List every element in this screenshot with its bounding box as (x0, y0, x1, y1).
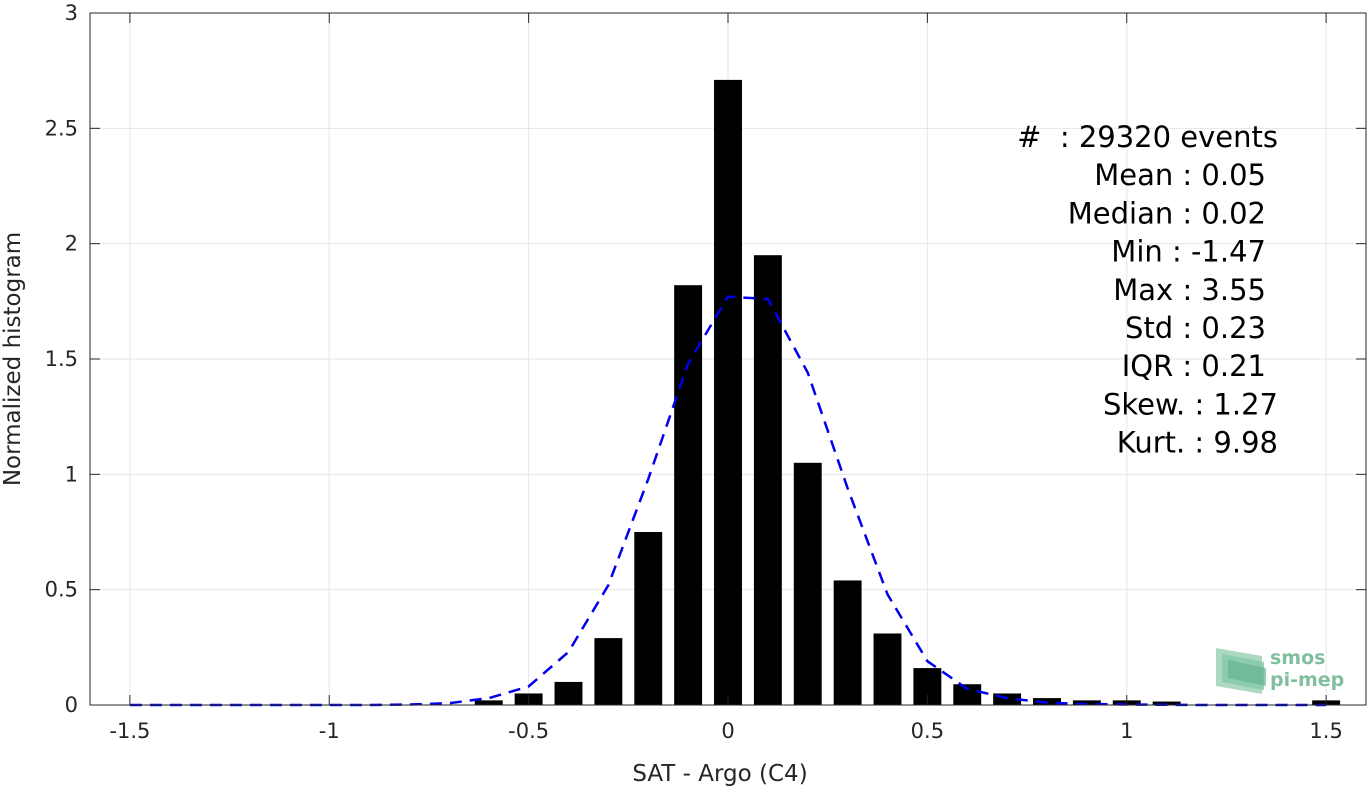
y-tick-label: 2.5 (45, 116, 78, 140)
histogram-bar (474, 700, 503, 705)
histogram-bar (1072, 700, 1101, 705)
stat-line: Median : 0.02 (1068, 196, 1266, 230)
histogram-bar (554, 681, 583, 705)
y-tick-label: 0 (65, 693, 78, 717)
x-tick-label: 1.5 (1309, 719, 1342, 743)
stat-line: Skew. : 1.27 (1103, 387, 1278, 421)
stat-line: Std : 0.23 (1125, 311, 1266, 345)
x-tick-label: 0.5 (911, 719, 944, 743)
stat-line: # : 29320 events (1017, 120, 1278, 154)
x-tick-label: 0 (721, 719, 734, 743)
x-tick-label: -0.5 (508, 719, 549, 743)
x-tick-label: -1.5 (109, 719, 150, 743)
histogram-bar (793, 462, 822, 705)
histogram-bar (674, 285, 703, 705)
stat-line: Mean : 0.05 (1094, 158, 1266, 192)
stat-line: Max : 3.55 (1113, 273, 1266, 307)
logo-line2: pi-mep (1270, 669, 1344, 691)
axis-ticks (90, 12, 1366, 706)
statistics-box: # : 29320 events Mean : 0.05 Median : 0.02… (1017, 120, 1278, 460)
y-axis-label: Normalized histogram (0, 232, 26, 486)
smos-pimep-logo: smos pi-mep (1216, 647, 1344, 694)
logo-line1: smos (1270, 647, 1325, 669)
y-tick-label: 3 (65, 1, 78, 25)
wave-logo-icon (1216, 648, 1266, 694)
stat-line: IQR : 0.21 (1122, 349, 1266, 383)
y-tick-label: 1 (65, 462, 78, 486)
histogram-bar (714, 79, 742, 706)
histogram-bar (594, 638, 623, 705)
histogram-bars (474, 79, 1341, 706)
x-axis-label: SAT - Argo (C4) (632, 761, 807, 787)
x-tick-labels: -1.5 -1 -0.5 0 0.5 1 1.5 (109, 719, 1342, 743)
stat-line: Kurt. : 9.98 (1117, 426, 1278, 460)
y-tick-labels: 0 0.5 1 1.5 2 2.5 3 (45, 1, 78, 717)
x-tick-label: -1 (319, 719, 340, 743)
histogram-bar (873, 633, 902, 705)
x-tick-label: 1 (1120, 719, 1133, 743)
histogram-bar (1152, 701, 1181, 705)
histogram-bar (753, 255, 782, 705)
y-tick-label: 1.5 (45, 347, 78, 371)
y-tick-label: 2 (65, 232, 78, 256)
stat-line: Min : -1.47 (1111, 235, 1266, 269)
histogram-bar (833, 580, 862, 705)
y-tick-label: 0.5 (45, 578, 78, 602)
histogram-bar (953, 684, 982, 705)
histogram-bar (634, 532, 663, 705)
